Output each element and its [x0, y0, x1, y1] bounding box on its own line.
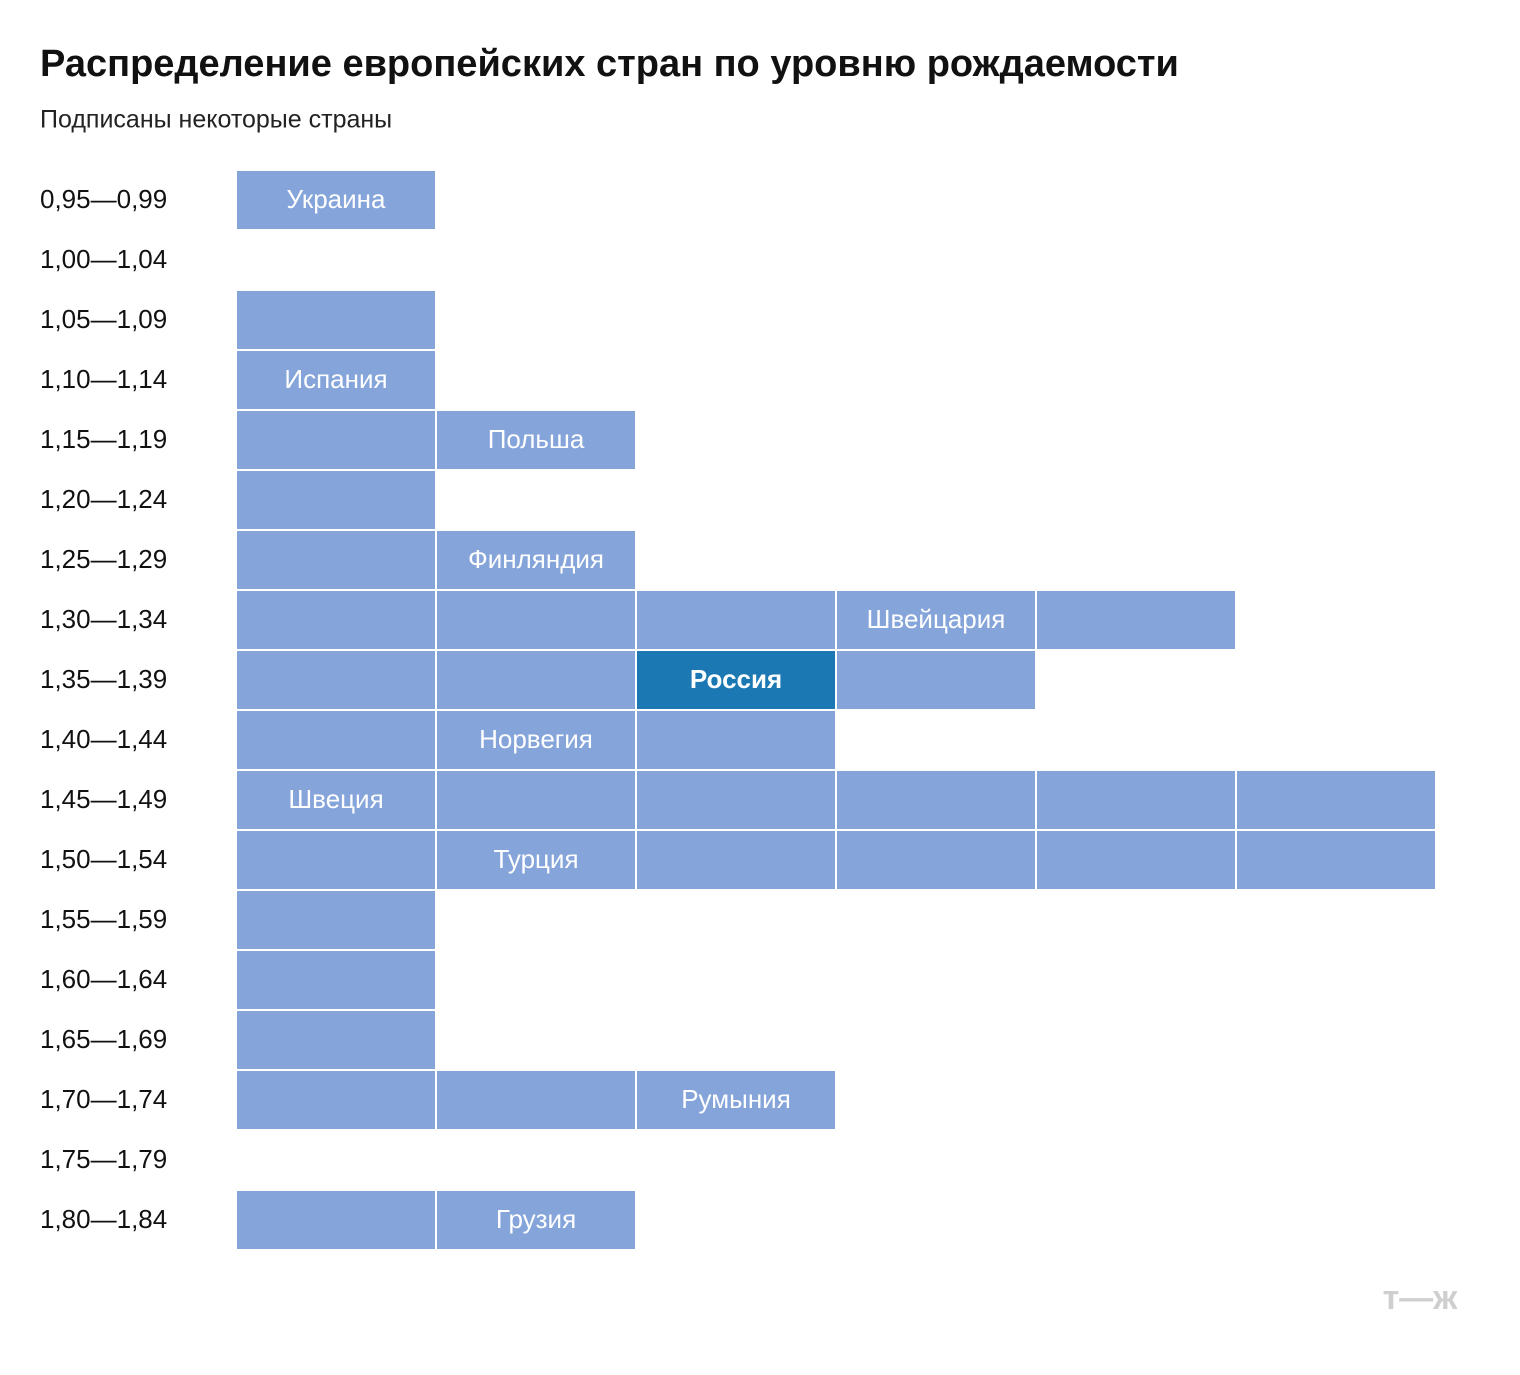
row-label: 1,15—1,19: [40, 424, 167, 454]
unit-cell: [437, 831, 635, 889]
row-label: 1,05—1,09: [40, 304, 167, 334]
unit-cell: [1037, 831, 1235, 889]
unit-cell: [237, 831, 435, 889]
row-label: 1,40—1,44: [40, 724, 167, 754]
unit-cell: [437, 1071, 635, 1129]
unit-cell: [1037, 771, 1235, 829]
unit-cell: [837, 831, 1035, 889]
cell-label: Украина: [287, 184, 387, 214]
unit-cell: [637, 651, 835, 709]
logo: т—ж: [1383, 1279, 1459, 1317]
unit-cell: [237, 651, 435, 709]
row-label: 1,55—1,59: [40, 904, 167, 934]
unit-cell: [237, 531, 435, 589]
row-label: 1,80—1,84: [40, 1204, 167, 1234]
cell-label: Швеция: [288, 784, 383, 814]
cell-label: Румыния: [681, 1084, 791, 1114]
row-label: 1,65—1,69: [40, 1024, 167, 1054]
cell-label: Польша: [488, 424, 585, 454]
unit-cell: [637, 1071, 835, 1129]
unit-cell: [637, 591, 835, 649]
unit-cell: [437, 591, 635, 649]
unit-cell: [237, 1191, 435, 1249]
unit-cell: [837, 651, 1035, 709]
unit-cell: [1237, 771, 1435, 829]
cell-label: Турция: [493, 844, 578, 874]
unit-cell: [637, 771, 835, 829]
row-label: 1,50—1,54: [40, 844, 167, 874]
unit-cell: [637, 711, 835, 769]
unit-cell: [837, 591, 1035, 649]
unit-cell: [437, 531, 635, 589]
row-label: 1,00—1,04: [40, 244, 167, 274]
cell-label: Испания: [284, 364, 387, 394]
unit-cell: [237, 291, 435, 349]
row-label: 1,75—1,79: [40, 1144, 167, 1174]
unit-cell: [437, 771, 635, 829]
unit-cell: [237, 351, 435, 409]
unit-cell: [237, 411, 435, 469]
unit-cell: [237, 591, 435, 649]
unit-cell: [237, 891, 435, 949]
unit-cell: [437, 1191, 635, 1249]
cell-label: Швейцария: [867, 604, 1006, 634]
unit-cell: [237, 771, 435, 829]
unit-cell: [437, 651, 635, 709]
unit-cell: [837, 771, 1035, 829]
row-label: 1,25—1,29: [40, 544, 167, 574]
row-label: 1,60—1,64: [40, 964, 167, 994]
unit-cell: [1237, 831, 1435, 889]
cell-label: Россия: [690, 664, 782, 694]
row-label: 1,10—1,14: [40, 364, 167, 394]
cell-label: Грузия: [496, 1204, 576, 1234]
unit-cell: [237, 711, 435, 769]
row-label: 1,35—1,39: [40, 664, 167, 694]
row-label: 1,30—1,34: [40, 604, 167, 634]
cell-label: Финляндия: [468, 544, 604, 574]
unit-cell: [237, 1071, 435, 1129]
unit-cell: [237, 951, 435, 1009]
row-label: 1,70—1,74: [40, 1084, 167, 1114]
unit-cell: [437, 411, 635, 469]
chart-subtitle: Подписаны некоторые страны: [40, 106, 392, 134]
unit-cell: [237, 471, 435, 529]
unit-cell: [237, 1011, 435, 1069]
cell-label: Норвегия: [479, 724, 593, 754]
row-label: 1,20—1,24: [40, 484, 167, 514]
unit-cell: [437, 711, 635, 769]
chart-title: Распределение европейских стран по уровн…: [40, 43, 1179, 85]
unit-cell: [237, 171, 435, 229]
unit-cell: [1037, 591, 1235, 649]
row-label: 0,95—0,99: [40, 184, 167, 214]
unit-cell: [637, 831, 835, 889]
row-label: 1,45—1,49: [40, 784, 167, 814]
